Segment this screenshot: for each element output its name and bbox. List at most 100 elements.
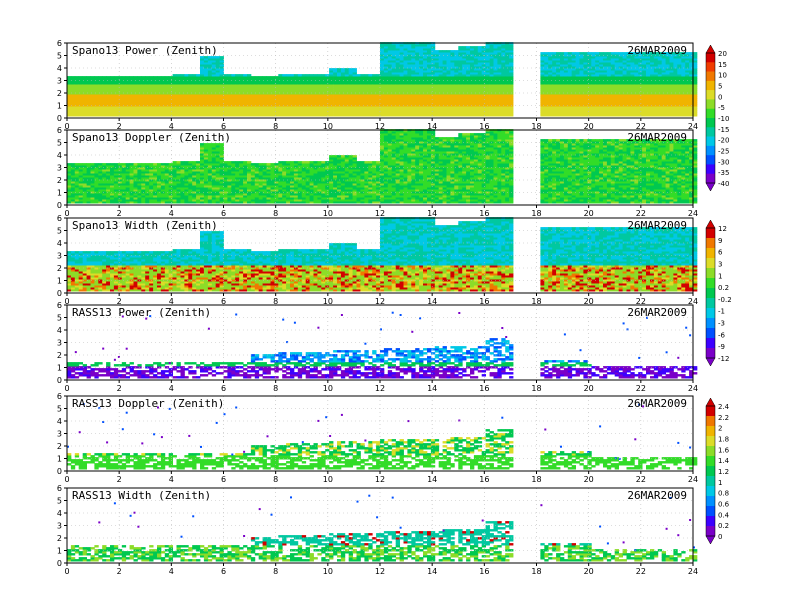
cell xyxy=(164,100,170,103)
cell xyxy=(110,88,115,91)
cell xyxy=(450,104,455,107)
cell xyxy=(430,48,436,51)
cell xyxy=(442,76,447,79)
cell xyxy=(211,96,217,99)
cell xyxy=(415,68,420,71)
cell xyxy=(117,88,123,91)
cell xyxy=(239,84,244,87)
cell xyxy=(70,100,76,103)
cell xyxy=(540,52,545,55)
cell xyxy=(360,110,365,113)
cell xyxy=(262,114,267,117)
cell xyxy=(383,60,389,63)
cell xyxy=(454,82,459,85)
cell xyxy=(313,84,318,87)
cell xyxy=(399,100,404,103)
cell xyxy=(340,80,346,83)
cell xyxy=(266,76,271,79)
cell xyxy=(344,114,350,117)
cell xyxy=(180,78,185,81)
cell xyxy=(82,86,88,89)
cell xyxy=(94,108,99,111)
cell xyxy=(423,46,428,49)
cell xyxy=(462,78,467,81)
cell xyxy=(254,78,260,81)
cell xyxy=(337,106,342,109)
cell xyxy=(305,106,311,109)
cell xyxy=(211,72,217,75)
cell xyxy=(352,68,357,71)
cell xyxy=(215,104,221,107)
cell xyxy=(235,90,240,93)
cell xyxy=(419,102,424,105)
cell xyxy=(344,108,350,111)
cell xyxy=(337,110,342,113)
cell xyxy=(423,100,428,103)
cell xyxy=(117,90,123,93)
cell xyxy=(110,92,115,95)
cell xyxy=(262,92,267,95)
cell xyxy=(372,78,377,81)
cell xyxy=(419,58,424,61)
cell xyxy=(430,80,436,83)
cell xyxy=(160,80,166,83)
cell xyxy=(215,90,221,93)
cell xyxy=(258,108,264,111)
cell xyxy=(391,110,397,113)
cell xyxy=(387,114,393,117)
cell xyxy=(102,80,107,83)
cell xyxy=(446,56,451,59)
cell xyxy=(247,96,252,99)
cell xyxy=(172,102,177,105)
cell xyxy=(164,84,170,87)
cell xyxy=(450,90,455,93)
cell xyxy=(153,94,158,97)
cell xyxy=(380,70,385,73)
cell xyxy=(419,70,424,73)
cell xyxy=(125,94,131,97)
cell xyxy=(117,112,123,115)
cell xyxy=(121,112,127,115)
cell xyxy=(305,84,311,87)
cell xyxy=(403,50,408,53)
cell xyxy=(407,102,412,105)
cell xyxy=(129,92,134,95)
cell xyxy=(344,86,350,89)
cell xyxy=(141,84,146,87)
cell xyxy=(211,60,217,63)
cell xyxy=(309,80,314,83)
cell xyxy=(470,98,475,101)
cell xyxy=(247,108,252,111)
cell xyxy=(442,98,447,101)
cell xyxy=(434,74,440,77)
cell xyxy=(200,84,205,87)
cell xyxy=(196,161,201,164)
cell xyxy=(470,94,475,97)
cell xyxy=(211,110,217,113)
cell xyxy=(380,44,385,47)
cell xyxy=(340,70,346,73)
cell xyxy=(423,92,428,95)
cell xyxy=(231,88,236,91)
cell xyxy=(70,82,76,85)
cell xyxy=(129,78,134,81)
cell xyxy=(466,86,471,89)
cell xyxy=(215,102,221,105)
cell xyxy=(67,94,72,97)
cell xyxy=(407,92,412,95)
cell xyxy=(160,110,166,113)
cell xyxy=(383,62,389,65)
cell xyxy=(466,98,471,101)
cell xyxy=(438,86,444,89)
cell xyxy=(470,80,475,83)
cell xyxy=(180,88,185,91)
cell xyxy=(458,58,463,61)
cell xyxy=(473,104,479,107)
cell xyxy=(270,80,275,83)
cell xyxy=(317,114,322,117)
cell xyxy=(466,108,471,111)
cell xyxy=(337,72,342,75)
cell xyxy=(356,110,361,113)
cell xyxy=(78,106,84,109)
cell xyxy=(254,100,260,103)
